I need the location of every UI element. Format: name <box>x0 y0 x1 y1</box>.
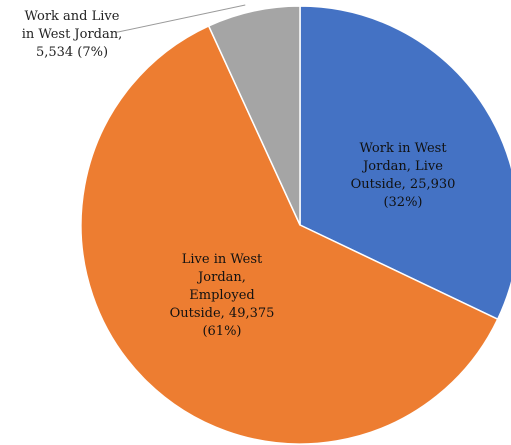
pie-slice-2 <box>207 5 301 226</box>
slice-label-2: Work and Live in West Jordan, 5,534 (7%) <box>22 9 123 60</box>
slice-label-line: Employed <box>189 288 254 303</box>
leader-line <box>116 4 246 33</box>
pie-slice-0 <box>299 5 511 321</box>
pie-slice-1 <box>80 24 499 445</box>
slice-label-line: Outside, 49,375 <box>170 306 275 321</box>
slice-label-line: Jordan, <box>196 270 246 285</box>
slice-label-line: Jordan, Live <box>361 159 443 174</box>
slice-label-line: in West Jordan, <box>22 27 123 42</box>
slice-label-line: 5,534 (7%) <box>36 45 108 60</box>
slice-label-line: Work and Live <box>25 9 120 24</box>
slice-label-line: Outside, 25,930 <box>351 177 456 192</box>
slice-label-0: Work in West Jordan, Live Outside, 25,930 (… <box>351 141 456 210</box>
slice-label-line: (32%) <box>383 195 422 210</box>
slice-label-line: Live in West <box>182 252 263 267</box>
slice-label-line: (61%) <box>202 324 241 339</box>
slice-label-line: Work in West <box>359 141 447 156</box>
slice-label-1: Live in West Jordan, Employed Outside, 49,3… <box>170 252 275 339</box>
